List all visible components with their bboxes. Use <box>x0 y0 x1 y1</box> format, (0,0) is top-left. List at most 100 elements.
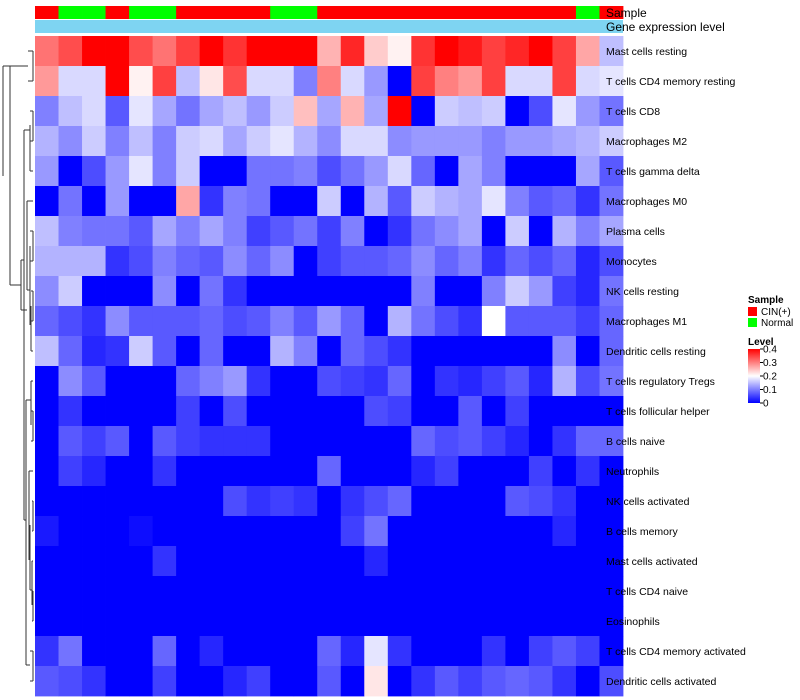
heatmap-cell <box>552 486 577 517</box>
heatmap-cell <box>270 216 295 247</box>
heatmap-cell <box>552 426 577 457</box>
heatmap-cell <box>270 126 295 157</box>
heatmap-cell <box>58 546 83 577</box>
heatmap-cell <box>599 636 624 667</box>
heatmap-cell <box>129 576 153 607</box>
heatmap-cell <box>599 366 624 397</box>
heatmap-cell <box>434 306 459 337</box>
heatmap-cell <box>176 546 201 577</box>
heatmap-cell <box>481 636 506 667</box>
heatmap-cell <box>176 126 201 157</box>
heatmap-cell <box>129 156 153 187</box>
heatmap-cell <box>246 456 271 487</box>
heatmap-cell <box>552 126 577 157</box>
heatmap-cell <box>223 666 248 697</box>
heatmap-cell <box>270 246 295 277</box>
heatmap-cell <box>575 336 600 367</box>
heatmap-cell <box>458 216 483 247</box>
heatmap-cell <box>340 366 365 397</box>
heatmap-cell <box>270 186 295 217</box>
heatmap-cell <box>129 546 153 577</box>
gene-expression-annotation-bar <box>35 20 623 33</box>
heatmap-cell <box>246 546 271 577</box>
heatmap-cell <box>82 186 106 217</box>
heatmap-cell <box>411 186 436 217</box>
heatmap-cell <box>481 486 506 517</box>
heatmap-cell <box>246 636 271 667</box>
heatmap-cell <box>387 216 412 247</box>
heatmap-cell <box>176 576 201 607</box>
row-label: NK cells resting <box>606 286 679 298</box>
heatmap-cell <box>199 246 224 277</box>
sample-annotation-cell <box>552 6 577 19</box>
heatmap-cell <box>152 246 177 277</box>
heatmap-cell <box>105 96 130 127</box>
heatmap-cell <box>82 336 106 367</box>
heatmap-cell <box>129 366 153 397</box>
heatmap-cell <box>129 396 153 427</box>
heatmap-cell <box>105 606 130 637</box>
heatmap-cell <box>387 66 412 97</box>
heatmap-cell <box>58 306 83 337</box>
heatmap-cell <box>434 516 459 547</box>
heatmap-cell <box>575 486 600 517</box>
heatmap-cell <box>293 66 318 97</box>
heatmap-cell <box>58 636 83 667</box>
heatmap-cell <box>82 396 106 427</box>
legend-level-tick-label: 0.2 <box>763 372 777 383</box>
heatmap-cell <box>58 186 83 217</box>
heatmap-cell <box>599 66 624 97</box>
heatmap-cell <box>505 66 530 97</box>
legend-sample-title: Sample <box>748 295 784 306</box>
heatmap-cell <box>528 336 553 367</box>
heatmap-cell <box>152 126 177 157</box>
heatmap-cell <box>199 36 224 67</box>
heatmap-cell <box>152 186 177 217</box>
heatmap-cell <box>552 36 577 67</box>
heatmap-cell <box>364 576 389 607</box>
row-label: Dendritic cells activated <box>606 676 716 688</box>
heatmap-cell <box>176 246 201 277</box>
heatmap-cell <box>246 246 271 277</box>
sample-annotation-cell <box>223 6 248 19</box>
heatmap-cell <box>152 456 177 487</box>
heatmap-cell <box>152 576 177 607</box>
heatmap-cell <box>105 186 130 217</box>
heatmap-cell <box>575 186 600 217</box>
heatmap-cell <box>364 396 389 427</box>
legend-label-cin: CIN(+) <box>761 307 791 318</box>
heatmap-cell <box>575 276 600 307</box>
heatmap-cell <box>387 96 412 127</box>
heatmap-cell <box>223 186 248 217</box>
heatmap-cell <box>293 456 318 487</box>
sample-annotation-cell <box>82 6 106 19</box>
heatmap-cell <box>505 576 530 607</box>
heatmap-cell <box>293 306 318 337</box>
heatmap-cell <box>317 246 342 277</box>
heatmap-cell <box>246 516 271 547</box>
heatmap-cell <box>82 516 106 547</box>
heatmap-cell <box>199 366 224 397</box>
heatmap-cell <box>35 366 59 397</box>
heatmap-cell <box>575 666 600 697</box>
heatmap-cell <box>270 156 295 187</box>
gene-expression-annotation-label: Gene expression level <box>606 20 725 34</box>
heatmap-cell <box>152 366 177 397</box>
heatmap-cell <box>35 636 59 667</box>
sample-annotation-cell <box>58 6 83 19</box>
heatmap-cell <box>35 306 59 337</box>
heatmap-cell <box>176 426 201 457</box>
heatmap-cell <box>528 66 553 97</box>
legend-level-tick-label: 0.1 <box>763 385 777 396</box>
heatmap-cell <box>458 606 483 637</box>
heatmap-cell <box>364 336 389 367</box>
heatmap-cell <box>387 126 412 157</box>
heatmap-cell <box>387 666 412 697</box>
sample-annotation-bar <box>35 6 624 19</box>
heatmap-cell <box>387 396 412 427</box>
sample-annotation-cell <box>293 6 318 19</box>
legend-level-title: Level <box>748 337 774 348</box>
heatmap-cell <box>575 306 600 337</box>
heatmap-cell <box>152 636 177 667</box>
